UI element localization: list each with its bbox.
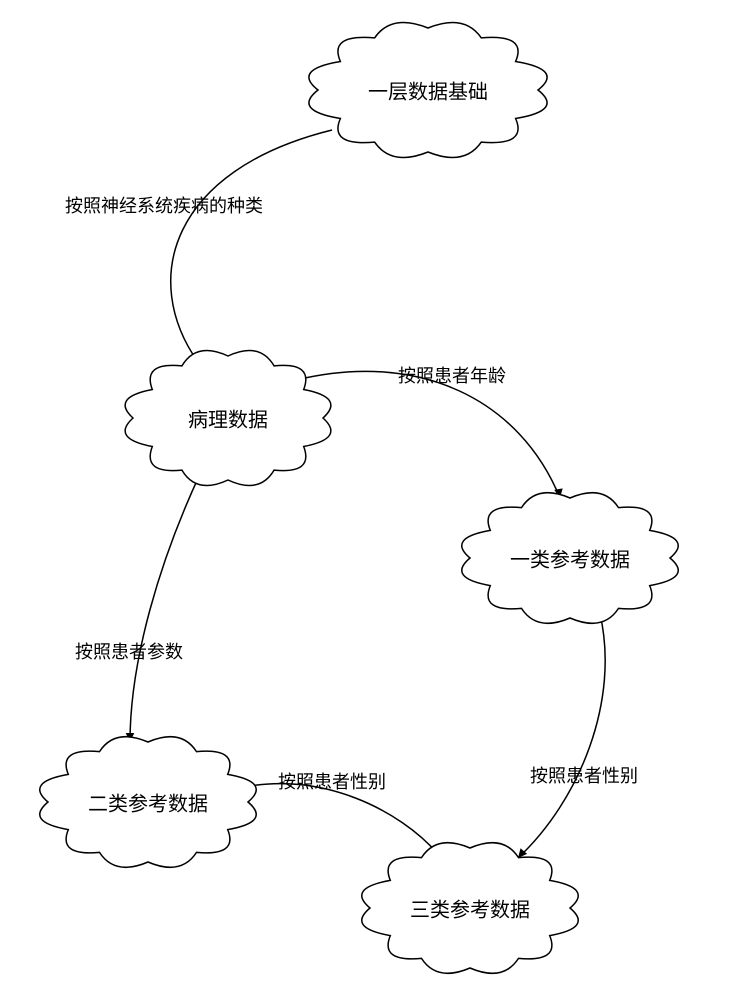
edge-label: 按照神经系统疾病的种类 — [65, 192, 263, 218]
edge-path — [518, 614, 605, 858]
edge-path — [296, 371, 560, 498]
edge-path — [240, 784, 438, 854]
edge-path — [130, 474, 200, 742]
node-label: 一层数据基础 — [368, 76, 488, 105]
node-label: 一类参考数据 — [510, 544, 630, 573]
node-label: 二类参考数据 — [88, 788, 208, 817]
edge-path — [171, 130, 332, 362]
node-label: 病理数据 — [188, 404, 268, 433]
edge-label: 按照患者年龄 — [398, 362, 506, 388]
edge-label: 按照患者参数 — [75, 638, 183, 664]
edge-label: 按照患者性别 — [278, 768, 386, 794]
node-label: 三类参考数据 — [410, 894, 530, 923]
edge-label: 按照患者性别 — [530, 762, 638, 788]
